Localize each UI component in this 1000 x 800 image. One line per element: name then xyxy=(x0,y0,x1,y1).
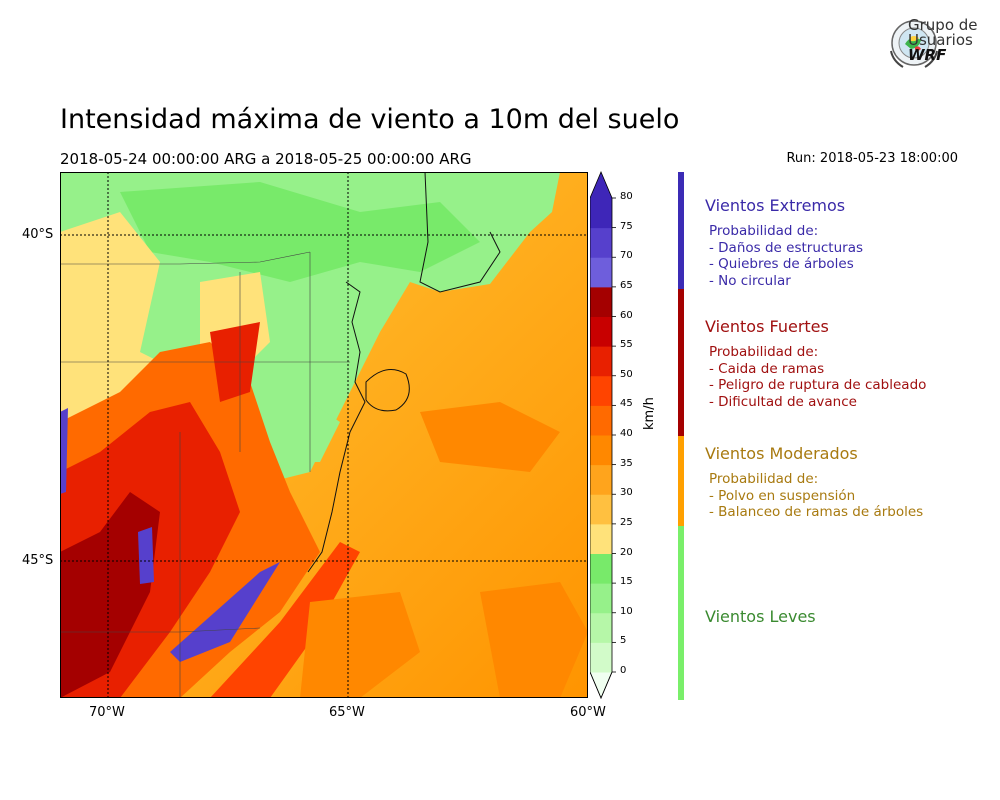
colorbar-tick-label: 70 xyxy=(620,250,633,262)
colorbar-over-triangle xyxy=(590,172,612,198)
colorbar-tick-label: 30 xyxy=(620,487,633,499)
ocean-strong-patch-1 xyxy=(420,402,560,472)
y-tick-40s: 40°S xyxy=(22,227,54,242)
colorbar-under-triangle xyxy=(590,671,613,700)
x-tick-65w: 65°W xyxy=(329,705,365,720)
colorbar-segment xyxy=(590,198,612,229)
category-line: Probabilidad de: xyxy=(709,471,819,487)
colorbar-tick-label: 65 xyxy=(620,279,633,291)
colorbar-segment xyxy=(590,553,612,584)
logo-text: Grupo de Usuarios WRF xyxy=(908,18,978,63)
coastline xyxy=(307,281,366,573)
category-title: Vientos Extremos xyxy=(705,196,846,215)
colorbar-tick-label: 10 xyxy=(620,605,633,617)
category-line: - Caida de ramas xyxy=(709,360,825,377)
bay-outline xyxy=(419,172,501,293)
moderate-category-bar xyxy=(678,436,684,526)
colorbar-tick-label: 45 xyxy=(620,398,633,410)
category-title: Vientos Fuertes xyxy=(705,317,829,336)
category-line: Probabilidad de: xyxy=(709,223,819,239)
colorbar-segment xyxy=(590,346,612,377)
colorbar-segment xyxy=(590,464,612,495)
colorbar-segment xyxy=(590,227,612,258)
category-line: Probabilidad de: xyxy=(709,344,819,360)
colorbar-tick-label: 35 xyxy=(620,457,633,469)
ocean-strong-patch-3 xyxy=(480,582,588,698)
light-category-bar xyxy=(678,526,684,700)
colorbar-segment xyxy=(590,286,612,317)
colorbar-segment xyxy=(590,375,612,406)
category-line: - Dificultad de avance xyxy=(709,393,857,410)
forecast-period: 2018-05-24 00:00:00 ARG a 2018-05-25 00:… xyxy=(60,150,472,168)
colorbar-tick-label: 50 xyxy=(620,368,633,380)
colorbar-tick-label: 15 xyxy=(620,576,633,588)
x-tick-60w: 60°W xyxy=(570,705,606,720)
colorbar-tick-label: 20 xyxy=(620,546,633,558)
colorbar-tick-label: 55 xyxy=(620,339,633,351)
colorbar-segment xyxy=(590,435,612,466)
gulf-outline xyxy=(365,369,410,412)
land-light-winds-core xyxy=(120,182,480,282)
colorbar-tick-label: 80 xyxy=(620,191,633,202)
category-line: - No circular xyxy=(709,272,791,289)
colorbar-tick-label: 75 xyxy=(620,220,633,232)
colorbar-segment xyxy=(590,523,612,554)
category-line: - Peligro de ruptura de cableado xyxy=(709,377,927,393)
category-line: - Balanceo de ramas de árboles xyxy=(709,504,924,520)
extreme-winds-streak-3 xyxy=(60,408,68,494)
chart-title: Intensidad máxima de viento a 10m del su… xyxy=(60,104,680,135)
ocean-strong-patch-2 xyxy=(300,592,420,698)
x-tick-70w: 70°W xyxy=(89,705,125,720)
run-timestamp: Run: 2018-05-23 18:00:00 xyxy=(786,151,958,166)
map-frame xyxy=(60,172,588,698)
colorbar-segment xyxy=(590,612,612,643)
colorbar-unit-label: km/h xyxy=(642,397,657,430)
extreme-category-bar xyxy=(678,172,684,289)
colorbar xyxy=(590,170,616,700)
colorbar-segment xyxy=(590,316,612,347)
colorbar-segment xyxy=(590,405,612,436)
category-line: - Quiebres de árboles xyxy=(709,256,854,272)
colorbar-tick-label: 40 xyxy=(620,428,633,439)
colorbar-tick-label: 25 xyxy=(620,516,633,528)
wrf-logo-icon xyxy=(890,20,938,68)
colorbar-tick-label: 5 xyxy=(620,635,627,647)
colorbar-segment xyxy=(590,257,612,288)
extreme-winds-streak-1 xyxy=(138,527,154,584)
category-extreme: Vientos Extremos Probabilidad de: - Daño… xyxy=(705,196,863,289)
category-line: - Daños de estructuras xyxy=(709,239,864,256)
colorbar-tick-label: 0 xyxy=(620,665,627,676)
category-title: Vientos Moderados xyxy=(705,444,858,463)
category-strong: Vientos Fuertes Probabilidad de: - Caida… xyxy=(705,317,926,410)
logo-line-1: Grupo de xyxy=(908,16,978,34)
y-tick-45s: 45°S xyxy=(22,553,54,568)
logo-line-3: WRF xyxy=(908,46,947,64)
province-borders xyxy=(60,251,350,698)
colorbar-segment xyxy=(590,642,612,673)
colorbar-segment xyxy=(590,494,612,525)
category-moderate: Vientos Moderados Probabilidad de: - Pol… xyxy=(705,444,923,521)
land-very-strong-winds xyxy=(60,492,160,698)
category-line: - Polvo en suspensión xyxy=(709,487,856,504)
coastal-strong-band xyxy=(210,542,360,698)
strong-category-bar xyxy=(678,289,684,436)
wind-map xyxy=(60,172,588,698)
extreme-winds-streak-2 xyxy=(170,562,280,662)
category-light: Vientos Leves xyxy=(705,607,816,626)
colorbar-tick-label: 60 xyxy=(620,309,633,321)
logo-line-2: Usuarios xyxy=(908,31,973,49)
colorbar-segment xyxy=(590,583,612,614)
category-title: Vientos Leves xyxy=(705,607,816,626)
